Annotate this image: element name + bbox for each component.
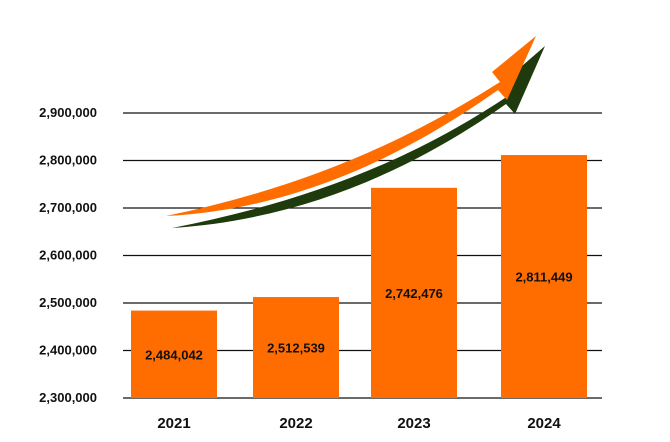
data-label: 2,742,476 (385, 286, 443, 301)
x-tick-label: 2024 (527, 415, 561, 432)
x-tick-label: 2022 (279, 415, 312, 432)
y-tick-label: 2,500,000 (39, 295, 97, 310)
data-labels: 2,484,042 2,512,539 2,742,476 2,811,449 (145, 270, 572, 363)
x-tick-label: 2021 (157, 415, 190, 432)
bar (501, 155, 587, 398)
y-axis-ticks: 2,300,000 2,400,000 2,500,000 2,600,000 2,70… (39, 105, 97, 405)
x-tick-label: 2023 (397, 415, 430, 432)
y-tick-label: 2,800,000 (39, 153, 97, 168)
trend-arrow (166, 36, 536, 216)
y-tick-label: 2,600,000 (39, 248, 97, 263)
data-label: 2,512,539 (267, 341, 325, 356)
data-label: 2,484,042 (145, 347, 203, 362)
bar (253, 297, 339, 398)
x-axis-labels: 2021 2022 2023 2024 (157, 415, 561, 432)
y-tick-label: 2,400,000 (39, 343, 97, 358)
data-label: 2,811,449 (515, 270, 572, 285)
bar (131, 310, 217, 398)
bars (131, 155, 587, 398)
y-tick-label: 2,300,000 (39, 390, 97, 405)
y-tick-label: 2,700,000 (39, 200, 97, 215)
bar (371, 187, 457, 398)
trend-arrow-shadow (172, 46, 545, 228)
trend-arrow-icon (166, 36, 545, 228)
y-tick-label: 2,900,000 (39, 105, 97, 120)
